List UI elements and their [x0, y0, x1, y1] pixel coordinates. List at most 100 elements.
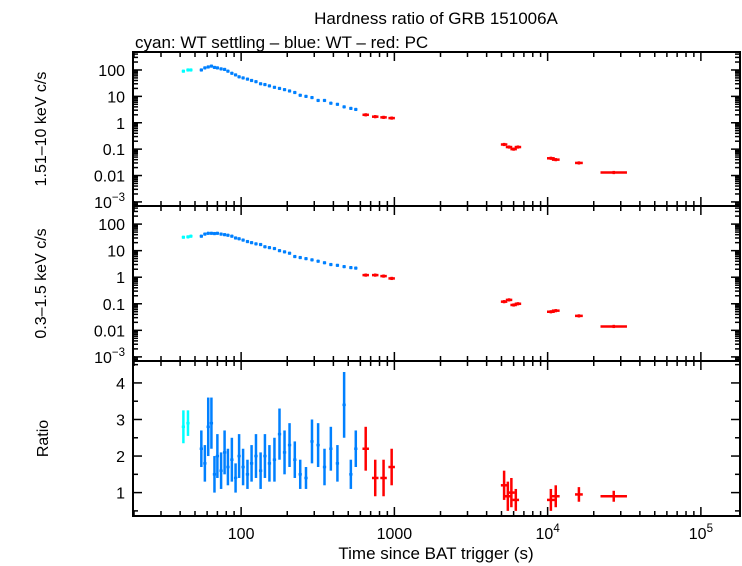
data-point-red: [551, 309, 560, 313]
data-point-blue: [282, 430, 287, 475]
data-point-blue: [230, 437, 234, 482]
data-point-blue: [293, 90, 297, 95]
data-point-blue: [287, 423, 292, 468]
data-point-red: [505, 298, 513, 302]
data-point-red: [500, 470, 508, 500]
data-point-blue: [254, 80, 258, 84]
data-point-blue: [241, 448, 245, 486]
y-tick-label: 4: [116, 376, 125, 393]
data-point-blue: [310, 258, 314, 262]
y-tick-label: 10: [107, 89, 125, 106]
data-point-blue: [226, 448, 230, 486]
data-point-blue: [298, 93, 302, 97]
data-point-red: [600, 170, 627, 175]
data-point-blue: [304, 257, 308, 261]
data-point-red: [371, 459, 379, 497]
data-point-blue: [263, 245, 267, 249]
data-point-blue: [222, 233, 227, 237]
data-point-blue: [316, 98, 320, 103]
data-point-red: [575, 161, 583, 165]
data-point-blue: [272, 437, 277, 482]
data-point-red: [575, 314, 583, 318]
data-point-cyan: [186, 410, 190, 436]
data-point-blue: [277, 408, 282, 460]
data-point-blue: [304, 467, 308, 489]
data-point-red: [380, 274, 387, 278]
data-point-blue: [226, 69, 230, 73]
data-point-blue: [203, 66, 207, 70]
data-point-blue: [233, 73, 238, 77]
y-axis-label: 0.3–1.5 keV c/s: [33, 228, 50, 338]
data-point-blue: [335, 263, 340, 267]
data-point-blue: [226, 233, 230, 237]
data-point-blue: [310, 95, 314, 100]
data-point-blue: [219, 232, 223, 236]
chart-title: Hardness ratio of GRB 151006A: [314, 9, 558, 28]
data-point-blue: [258, 82, 263, 86]
data-point-blue: [215, 66, 220, 70]
data-point-red: [505, 145, 513, 149]
data-point-red: [380, 459, 387, 497]
data-point-blue: [206, 397, 210, 457]
data-point-blue: [287, 89, 292, 93]
data-point-blue: [222, 67, 227, 72]
y-tick-label: 10: [107, 244, 125, 261]
data-point-blue: [249, 78, 254, 83]
data-point-blue: [293, 254, 297, 259]
data-point-blue: [245, 459, 250, 489]
data-point-blue: [245, 77, 250, 81]
data-point-blue: [237, 75, 241, 79]
y-tick-label: 1: [116, 486, 125, 503]
data-point-red: [504, 481, 512, 511]
data-point-blue: [293, 441, 297, 478]
data-point-blue: [254, 434, 258, 478]
data-point-blue: [287, 251, 292, 255]
y-tick-label: 1: [116, 116, 125, 133]
x-tick-label: 104: [536, 523, 561, 543]
data-point-blue: [354, 107, 358, 112]
data-point-blue: [282, 88, 287, 92]
data-point-blue: [212, 456, 217, 493]
data-point-blue: [272, 246, 277, 251]
data-point-red: [551, 485, 560, 508]
data-point-blue: [230, 71, 234, 75]
y-tick-label: 100: [98, 63, 125, 80]
data-point-blue: [349, 106, 353, 110]
data-point-cyan: [181, 235, 186, 239]
x-tick-label: 100: [228, 526, 255, 543]
data-point-blue: [267, 445, 272, 482]
data-point-blue: [249, 445, 254, 482]
data-point-blue: [249, 241, 254, 245]
y-tick-label: 3: [116, 412, 125, 429]
data-point-blue: [322, 261, 327, 265]
data-point-blue: [335, 102, 340, 106]
data-point-blue: [254, 242, 258, 246]
data-point-red: [546, 488, 555, 511]
data-point-blue: [298, 255, 302, 260]
data-point-blue: [206, 231, 210, 235]
data-point-blue: [209, 397, 214, 449]
data-point-cyan: [189, 68, 193, 72]
y-axis-label: 1.51–10 keV c/s: [33, 72, 50, 187]
data-point-blue: [304, 94, 308, 98]
data-point-blue: [203, 445, 207, 482]
data-point-red: [500, 300, 508, 304]
data-point-blue: [277, 249, 282, 253]
y-tick-label: 0.01: [94, 169, 125, 186]
data-point-blue: [212, 65, 217, 70]
data-point-red: [362, 113, 369, 117]
data-point-blue: [322, 98, 327, 103]
data-point-red: [388, 276, 395, 281]
data-point-blue: [335, 445, 340, 482]
panel-frame: [132, 205, 741, 362]
chart-subtitle: cyan: WT settling – blue: WT – red: PC: [135, 33, 428, 52]
data-point-red: [514, 145, 522, 149]
data-point-blue: [233, 463, 238, 493]
data-point-blue: [342, 105, 346, 109]
data-point-blue: [237, 434, 241, 478]
data-point-blue: [219, 67, 223, 71]
data-point-red: [510, 147, 517, 151]
data-point-blue: [316, 259, 320, 263]
data-point-blue: [349, 459, 353, 489]
